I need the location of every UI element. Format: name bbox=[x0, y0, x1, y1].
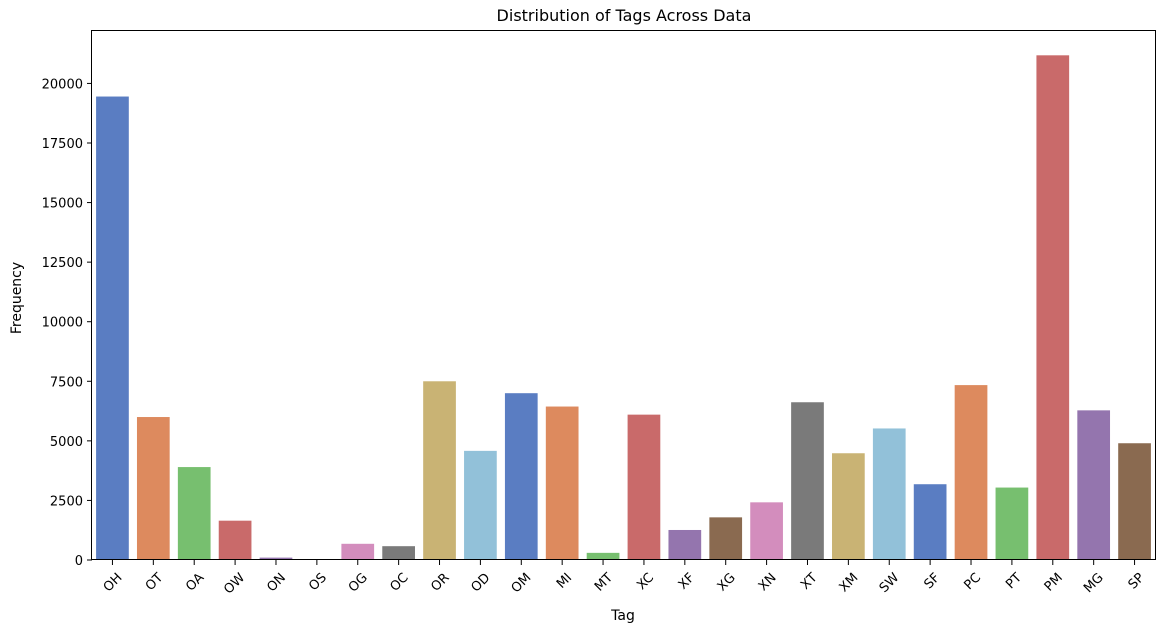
x-tick-label-or: OR bbox=[428, 570, 452, 594]
y-tick-label: 5000 bbox=[50, 435, 83, 450]
bar-xm bbox=[832, 453, 865, 560]
x-tick-label-od: OD bbox=[469, 570, 494, 595]
bar-xn bbox=[750, 502, 783, 560]
x-axis: OH OT OA OW ON OS OG OC OR OD OM MI MT XC XF XG XN XT XM SW… bbox=[101, 560, 1148, 597]
x-tick-label-sw: SW bbox=[877, 570, 903, 596]
x-tick-label-ot: OT bbox=[143, 570, 166, 593]
y-tick-label: 20000 bbox=[42, 77, 83, 92]
bar-mt bbox=[587, 553, 620, 560]
bar-xt bbox=[791, 402, 824, 560]
x-tick-label-sf: SF bbox=[921, 570, 943, 592]
bar-sw bbox=[873, 428, 906, 560]
x-tick-label-xf: XF bbox=[676, 570, 698, 592]
y-tick-label: 12500 bbox=[42, 256, 83, 271]
bar-sf bbox=[914, 484, 947, 560]
y-tick-label: 2500 bbox=[50, 494, 83, 509]
bar-od bbox=[464, 451, 497, 560]
y-tick-label: 17500 bbox=[42, 137, 83, 152]
bar-xc bbox=[628, 415, 661, 560]
x-tick-label-xg: XG bbox=[715, 570, 739, 594]
x-tick-label-og: OG bbox=[346, 570, 371, 595]
bar-mi bbox=[546, 407, 579, 560]
bar-ot bbox=[137, 417, 170, 560]
bar-pt bbox=[996, 488, 1029, 560]
bar-og bbox=[341, 544, 374, 560]
x-tick-label-oa: OA bbox=[183, 570, 207, 594]
bars-layer bbox=[96, 55, 1151, 560]
x-tick-label-xt: XT bbox=[798, 570, 820, 592]
x-tick-label-xn: XN bbox=[756, 570, 780, 594]
bar-sp bbox=[1118, 443, 1151, 560]
y-axis-label: Frequency bbox=[9, 262, 25, 334]
y-tick-label: 15000 bbox=[42, 197, 83, 212]
x-tick-label-mt: MT bbox=[592, 570, 616, 594]
x-axis-label: Tag bbox=[610, 608, 635, 624]
bar-pm bbox=[1036, 55, 1069, 560]
x-tick-label-mg: MG bbox=[1081, 570, 1107, 596]
x-tick-label-om: OM bbox=[509, 570, 535, 596]
bar-oa bbox=[178, 467, 211, 560]
y-tick-label: 7500 bbox=[50, 375, 83, 390]
bar-oh bbox=[96, 97, 129, 560]
x-tick-label-mi: MI bbox=[554, 570, 575, 591]
x-tick-label-oh: OH bbox=[101, 570, 126, 595]
bar-mg bbox=[1077, 410, 1110, 560]
x-tick-label-xm: XM bbox=[837, 570, 862, 595]
x-tick-label-sp: SP bbox=[1126, 570, 1148, 592]
y-tick-label: 10000 bbox=[42, 316, 83, 331]
bar-or bbox=[423, 381, 456, 560]
y-tick-label: 0 bbox=[75, 554, 83, 569]
bar-om bbox=[505, 393, 538, 560]
bar-pc bbox=[955, 385, 988, 560]
plot-frame bbox=[92, 31, 1156, 560]
y-axis: 0 2500 5000 7500 10000 12500 15000 17500 20000 bbox=[42, 77, 92, 569]
x-tick-label-ow: OW bbox=[221, 570, 248, 597]
x-tick-label-os: OS bbox=[306, 570, 330, 594]
bar-ow bbox=[219, 521, 252, 560]
bar-xf bbox=[668, 530, 701, 560]
bar-xg bbox=[709, 517, 742, 560]
x-tick-label-pc: PC bbox=[961, 570, 984, 593]
x-tick-label-oc: OC bbox=[387, 570, 411, 594]
x-tick-label-pt: PT bbox=[1003, 570, 1025, 592]
x-tick-label-on: ON bbox=[264, 570, 289, 595]
bar-oc bbox=[382, 546, 415, 560]
x-tick-label-pm: PM bbox=[1042, 570, 1066, 594]
x-tick-label-xc: XC bbox=[634, 570, 657, 593]
chart-title: Distribution of Tags Across Data bbox=[497, 6, 752, 25]
